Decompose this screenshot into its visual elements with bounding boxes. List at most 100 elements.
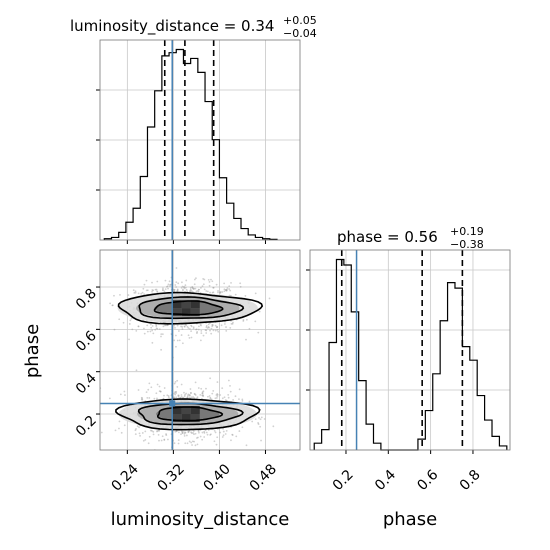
sample-point [150, 386, 153, 389]
sample-point [164, 279, 167, 282]
sample-point [167, 438, 169, 441]
sample-point [118, 427, 120, 430]
sample-point [175, 267, 178, 269]
sample-point [161, 333, 164, 336]
sample-point [224, 323, 226, 325]
sample-point [156, 429, 159, 432]
sample-point [214, 329, 217, 332]
sample-point [193, 283, 196, 286]
sample-point [212, 286, 215, 289]
sample-point [224, 399, 227, 402]
sample-point [147, 442, 150, 445]
sample-point [165, 285, 168, 288]
sample-point [211, 392, 214, 395]
sample-point [181, 285, 184, 288]
sample-point [226, 287, 229, 290]
title-luminosity-distance: luminosity_distance = 0.34 [70, 17, 274, 36]
sample-point [197, 436, 199, 439]
sample-point [189, 392, 192, 394]
sample-point [173, 288, 176, 291]
sample-point [190, 330, 193, 333]
sample-point [260, 439, 262, 442]
sample-point [195, 328, 197, 331]
sample-point [194, 444, 197, 447]
sample-point [187, 327, 190, 329]
sample-point [211, 325, 214, 328]
density-contour [117, 291, 264, 325]
sample-point [228, 285, 231, 288]
title-phase: phase = 0.56 [337, 228, 438, 246]
sample-point [153, 397, 156, 400]
sample-point [258, 310, 261, 313]
sample-point [155, 327, 158, 330]
sample-point [202, 394, 205, 397]
sample-point [193, 433, 195, 436]
sample-point [173, 339, 176, 342]
sample-point [135, 330, 138, 332]
sample-point [174, 284, 177, 286]
sample-point [185, 392, 188, 395]
sample-point [148, 382, 151, 385]
sample-point [229, 390, 232, 393]
sample-point [156, 397, 158, 400]
sample-point [162, 287, 164, 290]
sample-point [257, 422, 259, 424]
sample-point [135, 428, 137, 430]
x-tick-label: 0.2 [330, 467, 357, 494]
sample-point [167, 396, 170, 399]
sample-point [219, 431, 222, 434]
sample-point [173, 442, 176, 445]
sample-point [259, 425, 262, 428]
sample-point [169, 283, 172, 286]
sample-point [160, 335, 162, 338]
sample-point [188, 337, 191, 339]
sample-point [216, 326, 219, 328]
sample-point [192, 430, 195, 432]
sample-point [182, 430, 184, 433]
sample-point [163, 290, 166, 293]
sample-point [193, 440, 195, 443]
sample-point [202, 390, 205, 393]
sample-point [201, 391, 204, 394]
sample-point [166, 285, 169, 288]
sample-point [151, 325, 154, 327]
sample-point [173, 392, 176, 395]
sample-point [190, 336, 193, 339]
sample-point [186, 396, 189, 399]
sample-point [203, 436, 206, 438]
sample-point [192, 396, 195, 398]
sample-point [242, 318, 245, 321]
sample-point [239, 285, 242, 288]
sample-point [151, 289, 154, 291]
sample-point [140, 396, 143, 399]
sample-point [137, 389, 140, 391]
sample-point [160, 333, 163, 336]
sample-point [209, 396, 212, 399]
sample-point [149, 330, 152, 333]
sample-point [158, 430, 160, 432]
sample-point [254, 418, 257, 421]
sample-point [241, 399, 244, 402]
sample-point [194, 381, 197, 384]
sample-point [145, 391, 148, 394]
sample-point [216, 436, 219, 439]
sample-point [189, 394, 191, 397]
sample-point [181, 328, 184, 330]
sample-point [187, 394, 189, 397]
sample-point [224, 288, 227, 291]
sample-point [235, 435, 238, 438]
sample-point [190, 391, 192, 394]
sample-point [225, 289, 228, 291]
sample-point [197, 288, 200, 291]
sample-point [242, 320, 245, 322]
title-phase-minus: −0.38 [450, 238, 484, 251]
sample-point [193, 397, 196, 400]
sample-point [156, 383, 159, 386]
sample-point [169, 285, 171, 288]
sample-point [175, 286, 178, 288]
sample-point [191, 440, 194, 443]
sample-point [221, 436, 224, 438]
sample-point [187, 393, 190, 396]
sample-point [195, 277, 197, 280]
sample-point [160, 348, 163, 351]
